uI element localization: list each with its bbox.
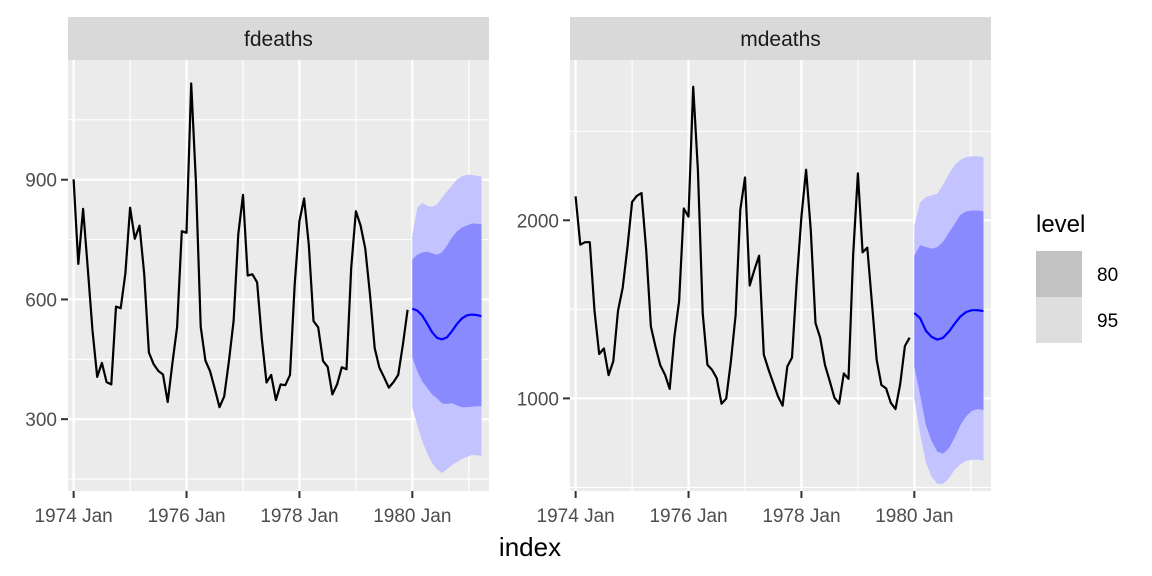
history-line [574,85,911,411]
x-tick-label: 1974 Jan [537,506,615,527]
x-tick-label: 1974 Jan [35,506,113,527]
forecast-mean-line [913,309,984,341]
band-80 [412,223,482,408]
y-tick-label: 600 [25,290,57,311]
legend-key-80 [1036,251,1082,297]
x-tick-label: 1980 Jan [875,506,953,527]
x-tick-label: 1978 Jan [762,506,840,527]
forecast-mean-line [411,307,482,341]
y-tick-label: 1000 [517,389,559,410]
facet-strip-label: fdeaths [244,28,313,51]
y-tick-label: 300 [25,410,57,431]
legend-label-95: 95 [1097,311,1118,332]
facet-strip [68,17,489,60]
legend-title: level [1036,211,1085,238]
x-tick-label: 1980 Jan [373,506,451,527]
y-tick-label: 2000 [517,211,559,232]
y-tick-label: 900 [25,171,57,192]
panel-mdeaths: mdeaths 1974 Jan 1976 Jan 1978 Jan 1980 Jan 1… [517,17,991,527]
legend-label-80: 80 [1097,265,1118,286]
x-tick-label: 1978 Jan [260,506,338,527]
x-tick-label: 1976 Jan [147,506,225,527]
legend-key-95 [1036,297,1082,343]
history-line [72,82,409,409]
chart-panels: fdeaths 1974 Jan 1976 Jan 1978 Jan 1980 Jan 3… [25,17,991,527]
facet-strip-label: mdeaths [740,28,821,51]
x-axis-title: index [499,532,561,562]
legend: level 80 95 [1036,211,1118,343]
panel-fdeaths: fdeaths 1974 Jan 1976 Jan 1978 Jan 1980 Jan 3… [25,17,489,527]
x-tick-label: 1976 Jan [649,506,727,527]
facet-strip [570,17,991,60]
